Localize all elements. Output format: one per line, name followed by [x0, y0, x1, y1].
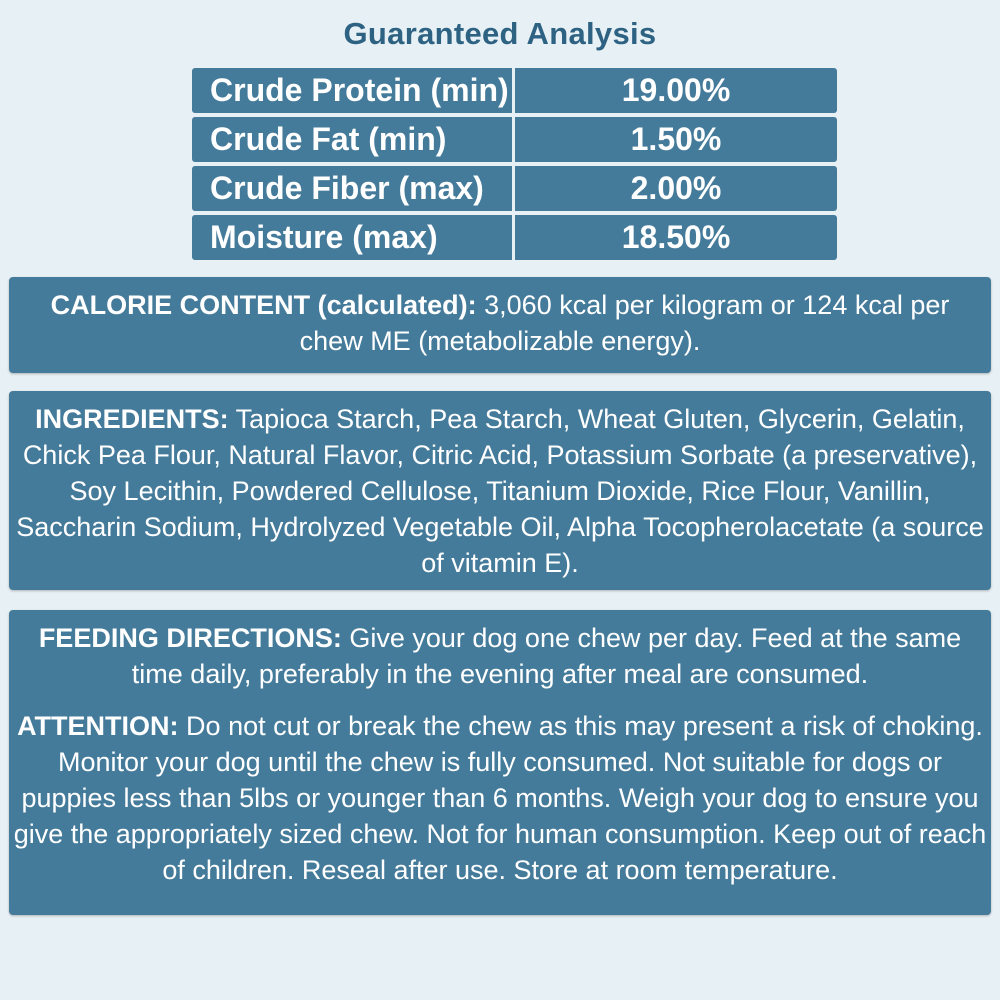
table-row: Crude Fat (min) 1.50% — [192, 117, 837, 162]
nutrient-name: Crude Fiber (max) — [192, 166, 512, 211]
nutrient-value: 1.50% — [515, 117, 837, 162]
feeding-directions-panel: FEEDING DIRECTIONS: Give your dog one ch… — [9, 610, 991, 915]
ingredients-text: Tapioca Starch, Pea Starch, Wheat Gluten… — [16, 404, 984, 578]
feeding-text: Give your dog one chew per day. Feed at … — [131, 623, 962, 689]
attention-text: Do not cut or break the chew as this may… — [13, 711, 987, 885]
attention-label: ATTENTION: — [17, 711, 179, 741]
ingredients-label: INGREDIENTS: — [35, 404, 229, 434]
nutrient-value: 2.00% — [515, 166, 837, 211]
nutrient-name: Moisture (max) — [192, 215, 512, 260]
page-title: Guaranteed Analysis — [343, 16, 657, 51]
nutrient-value: 19.00% — [515, 68, 837, 113]
feeding-paragraph: FEEDING DIRECTIONS: Give your dog one ch… — [11, 620, 989, 692]
calorie-text: 3,060 kcal per kilogram or 124 kcal per … — [299, 290, 950, 356]
calorie-content-panel: CALORIE CONTENT (calculated): 3,060 kcal… — [9, 277, 991, 373]
feeding-label: FEEDING DIRECTIONS: — [38, 623, 342, 653]
table-row: Moisture (max) 18.50% — [192, 215, 837, 260]
nutrient-name: Crude Fat (min) — [192, 117, 512, 162]
table-row: Crude Fiber (max) 2.00% — [192, 166, 837, 211]
ingredients-panel: INGREDIENTS: Tapioca Starch, Pea Starch,… — [9, 391, 991, 590]
nutrient-name: Crude Protein (min) — [192, 68, 512, 113]
calorie-label: CALORIE CONTENT (calculated): — [50, 290, 477, 320]
attention-paragraph: ATTENTION: Do not cut or break the chew … — [11, 708, 989, 888]
table-row: Crude Protein (min) 19.00% — [192, 68, 837, 113]
guaranteed-analysis-table: Crude Protein (min) 19.00% Crude Fat (mi… — [192, 68, 837, 264]
nutrient-value: 18.50% — [515, 215, 837, 260]
